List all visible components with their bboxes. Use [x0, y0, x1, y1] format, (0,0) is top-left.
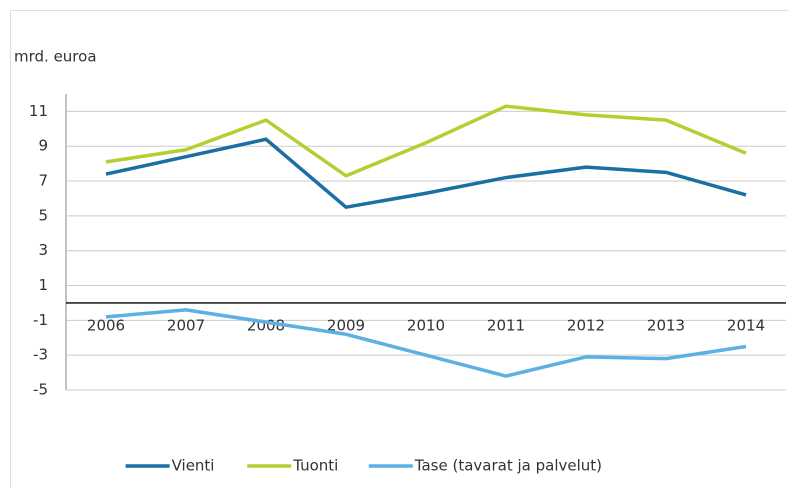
x-tick-label: 2013	[647, 316, 685, 334]
legend-label: Vienti	[172, 457, 215, 475]
x-tick-label: 2014	[727, 316, 765, 334]
x-tick-label: 2007	[167, 316, 205, 334]
frame	[10, 10, 788, 488]
x-tick-label: 2010	[407, 316, 445, 334]
legend-label: Tase (tavarat ja palvelut)	[414, 457, 602, 475]
y-tick-label: 5	[38, 206, 48, 224]
x-tick-label: 2006	[87, 316, 125, 334]
series-line	[105, 137, 747, 209]
x-tick-label: 2009	[327, 316, 365, 334]
y-tick-label: -5	[33, 381, 48, 399]
y-tick-label: 7	[38, 172, 48, 190]
y-axis-label: mrd. euroa	[14, 48, 97, 66]
y-tick-label: 1	[38, 276, 48, 294]
y-tick-label: 11	[29, 102, 48, 120]
series-line	[105, 308, 747, 378]
y-tick-label: 9	[38, 137, 48, 155]
legend-label: Tuonti	[292, 457, 338, 475]
x-tick-label: 2011	[487, 316, 525, 334]
series-line	[105, 104, 747, 178]
y-tick-label: 3	[38, 241, 48, 259]
y-tick-label: -1	[33, 311, 48, 329]
y-tick-label: -3	[33, 346, 48, 364]
x-tick-label: 2012	[567, 316, 605, 334]
